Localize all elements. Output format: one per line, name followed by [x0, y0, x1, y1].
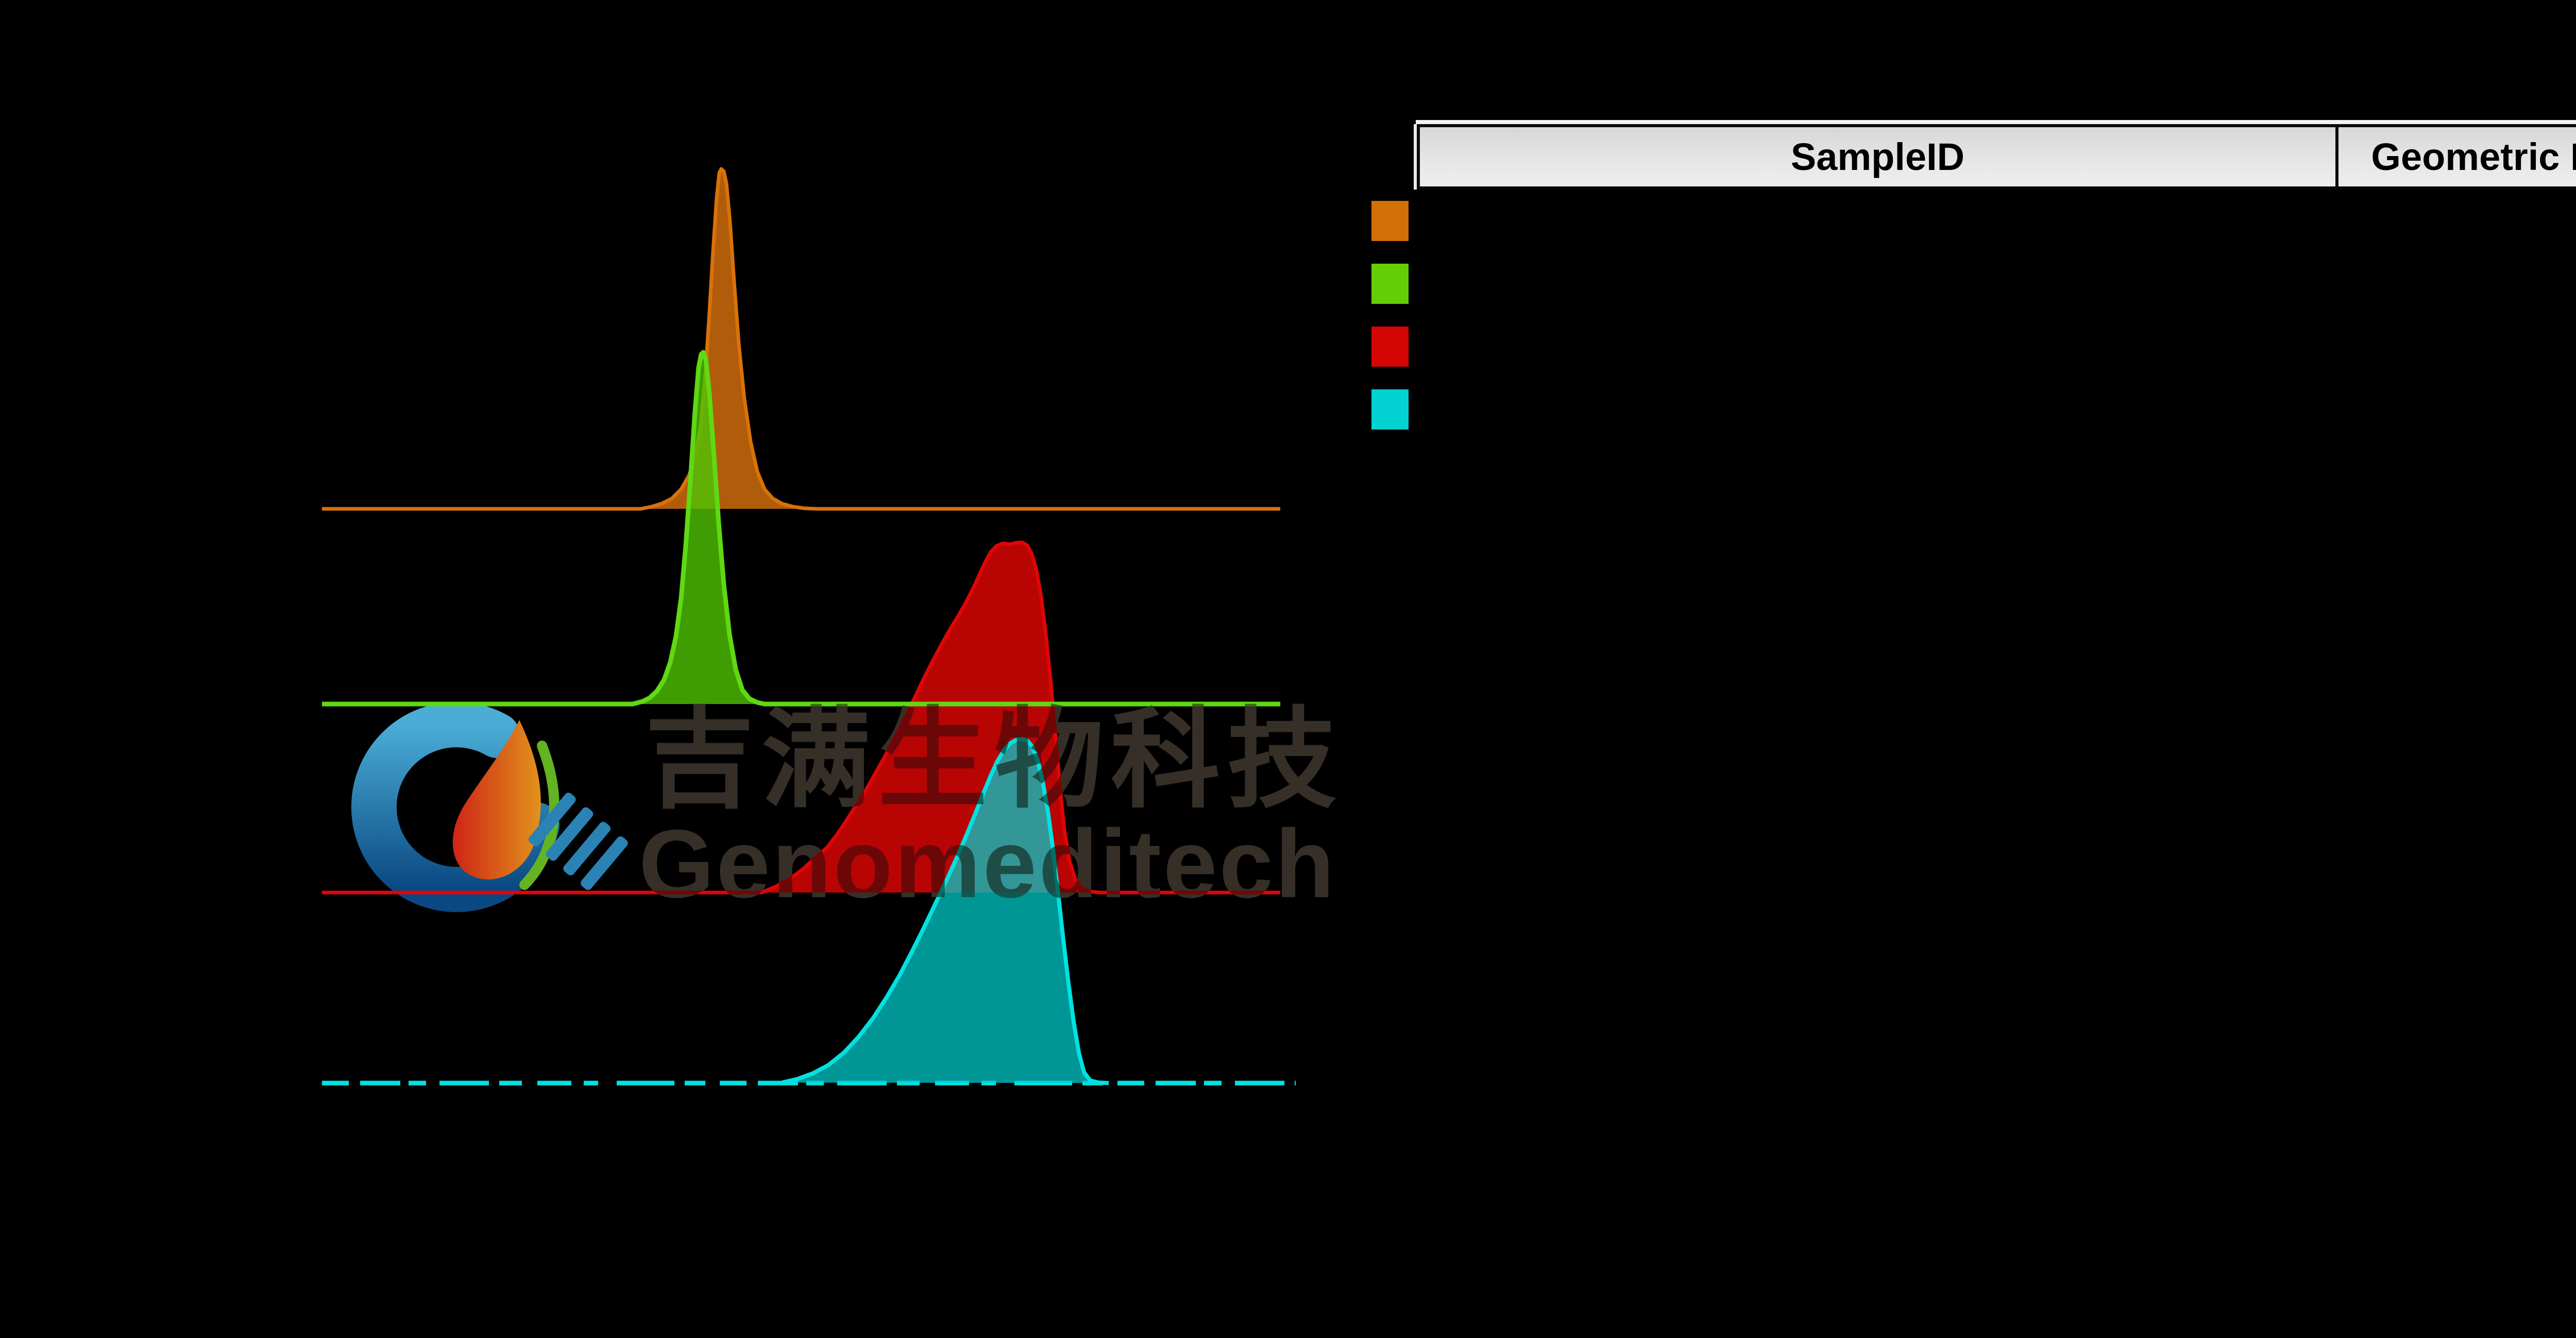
column-header-sample-id: SampleID — [1420, 127, 2338, 186]
watermark-overlay-multiply: 吉满生物科技 Genomeditech — [639, 698, 1344, 918]
legend-swatches — [1371, 201, 1409, 433]
legend-swatch-green — [1371, 264, 1409, 304]
logo-flame — [452, 720, 541, 880]
orange-histogram — [322, 167, 1280, 511]
legend-swatch-cyan — [1371, 389, 1409, 430]
watermark-latin-text-overlay: Genomeditech — [639, 810, 1336, 918]
green-histogram — [322, 350, 1280, 707]
histograms-group — [322, 167, 1296, 1086]
watermark-chinese-text-overlay: 吉满生物科技 — [645, 698, 1344, 820]
table-top-border — [1416, 120, 2576, 124]
logo-dna-strand — [529, 793, 628, 890]
column-header-geometric-mean: Geometric Mean : FL11-H — [2371, 135, 2576, 178]
genomeditech-logo — [351, 702, 628, 913]
legend-swatch-orange — [1371, 201, 1409, 241]
statistics-table-header: SampleID Geometric Mean : FL11-H — [1417, 124, 2576, 190]
legend-swatch-red — [1371, 327, 1409, 367]
cyan-histogram — [782, 737, 1109, 1085]
